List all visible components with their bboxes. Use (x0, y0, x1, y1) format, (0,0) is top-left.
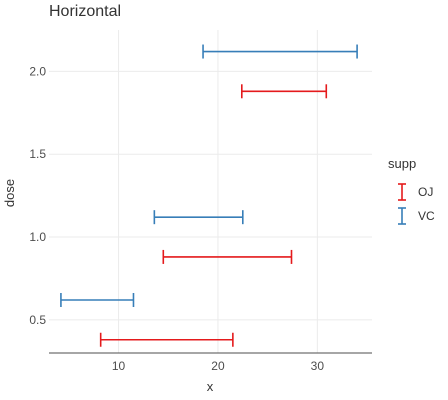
legend-label-vc: VC (418, 209, 435, 223)
y-axis-title: dose (2, 179, 17, 207)
legend-label-oj: OJ (418, 185, 433, 199)
series-oj (99, 84, 328, 347)
x-tick-label: 20 (211, 359, 225, 373)
legend-key-vc (398, 207, 406, 225)
chart-title: Horizontal (49, 3, 121, 20)
x-tick-label: 30 (311, 359, 325, 373)
axes (49, 352, 372, 354)
series-layer (60, 44, 358, 347)
legend-title: supp (388, 156, 416, 171)
x-axis-title: x (207, 379, 214, 394)
grid (49, 30, 372, 353)
y-tick-label: 2.0 (29, 64, 46, 78)
y-tick-label: 1.5 (29, 147, 46, 161)
tick-labels: 10 20 30 0.5 1.0 1.5 2.0 (29, 64, 324, 373)
legend: supp OJ VC (388, 156, 435, 225)
series-vc (60, 44, 358, 307)
legend-key-oj (398, 183, 406, 201)
y-tick-label: 0.5 (29, 313, 46, 327)
y-tick-label: 1.0 (29, 230, 46, 244)
x-tick-label: 10 (112, 359, 126, 373)
